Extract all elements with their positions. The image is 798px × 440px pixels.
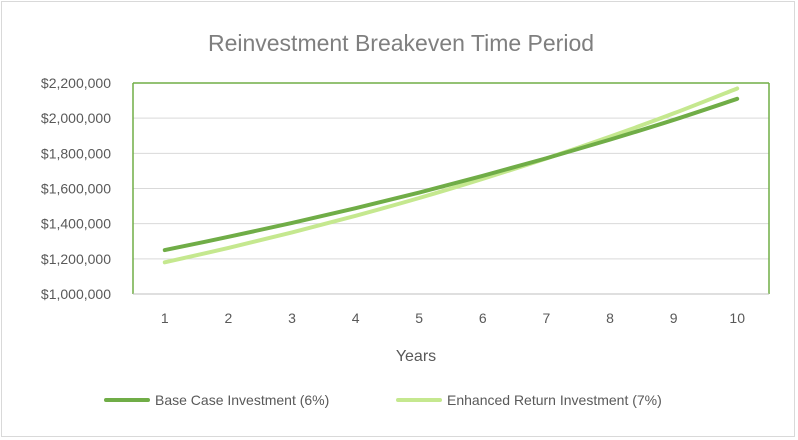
x-tick-label: 3 xyxy=(288,310,296,326)
legend-item: Enhanced Return Investment (7%) xyxy=(396,392,662,408)
x-tick-label: 9 xyxy=(670,310,678,326)
y-tick-label: $2,000,000 xyxy=(41,110,111,126)
legend-item: Base Case Investment (6%) xyxy=(104,392,329,408)
legend-label: Enhanced Return Investment (7%) xyxy=(447,392,662,408)
series-lines xyxy=(162,86,740,265)
y-tick-label: $1,600,000 xyxy=(41,181,111,197)
legend-label: Base Case Investment (6%) xyxy=(155,392,329,408)
grid-lines xyxy=(132,82,770,295)
x-tick-label: 1 xyxy=(161,310,169,326)
x-tick-label: 4 xyxy=(352,310,360,326)
x-tick-label: 8 xyxy=(606,310,614,326)
chart-title: Reinvestment Breakeven Time Period xyxy=(208,30,594,56)
x-tick-label: 6 xyxy=(479,310,487,326)
y-tick-label: $2,200,000 xyxy=(41,75,111,91)
y-tick-label: $1,800,000 xyxy=(41,145,111,161)
y-tick-label: $1,000,000 xyxy=(41,286,111,302)
x-tick-label: 7 xyxy=(543,310,551,326)
x-tick-label: 5 xyxy=(415,310,423,326)
x-axis-title: Years xyxy=(396,348,436,365)
y-tick-label: $1,200,000 xyxy=(41,251,111,267)
y-tick-label: $1,400,000 xyxy=(41,216,111,232)
x-axis-ticks: 1 2 3 4 5 6 7 8 9 10 xyxy=(161,310,745,326)
x-tick-label: 10 xyxy=(729,310,745,326)
x-tick-label: 2 xyxy=(225,310,233,326)
series-line-base-case xyxy=(162,96,740,253)
series-line-enhanced-return xyxy=(162,86,740,265)
legend: Base Case Investment (6%) Enhanced Return… xyxy=(104,392,662,408)
y-axis-ticks: $1,000,000 $1,200,000 $1,400,000 $1,600,000… xyxy=(41,75,111,302)
